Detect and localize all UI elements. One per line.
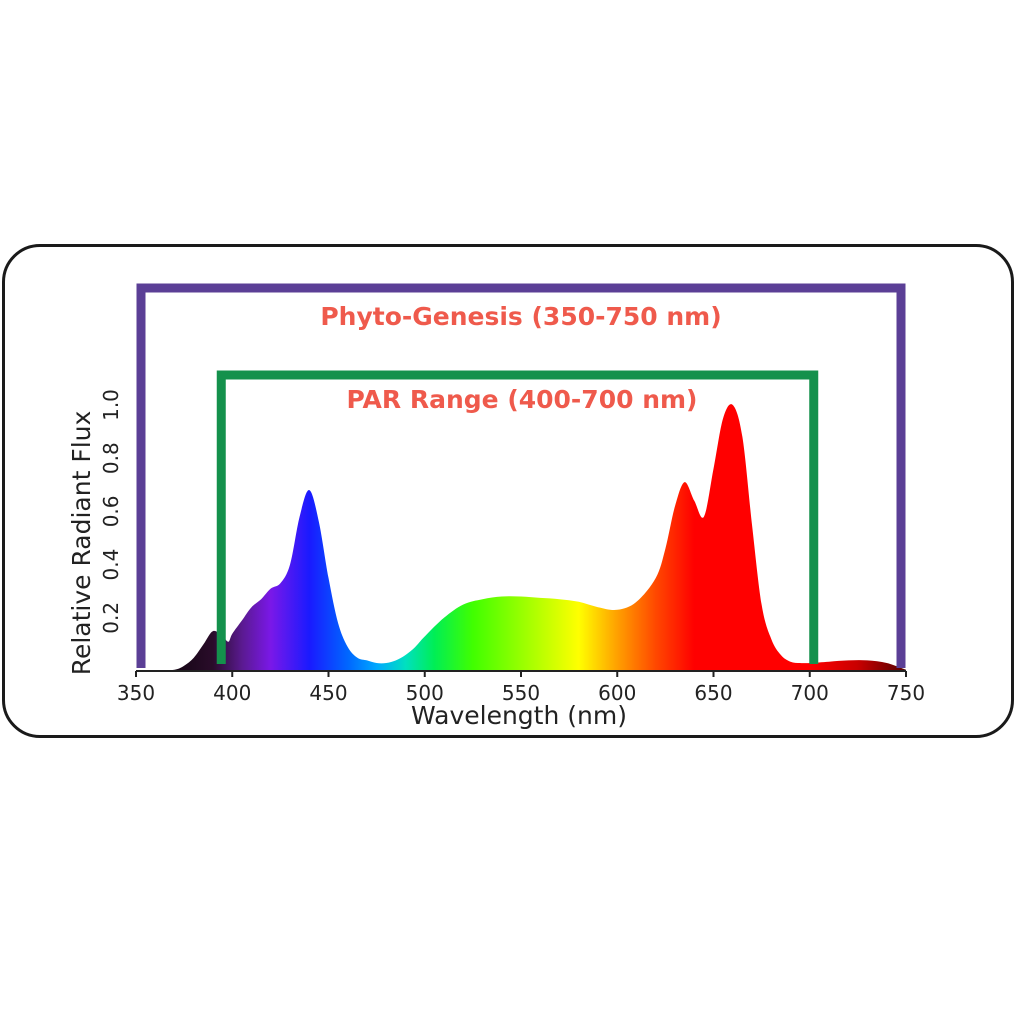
range-label-phyto-genesis: Phyto-Genesis (350-750 nm) <box>320 302 721 331</box>
y-tick-label: 0.6 <box>99 495 123 527</box>
range-label-par: PAR Range (400-700 nm) <box>347 385 698 414</box>
x-tick-label: 750 <box>887 681 925 705</box>
x-tick-label: 400 <box>213 681 251 705</box>
y-tick-label: 1.0 <box>99 389 123 421</box>
y-tick-label: 0.4 <box>99 549 123 581</box>
x-tick-label: 450 <box>309 681 347 705</box>
x-tick-label: 650 <box>694 681 732 705</box>
range-bracket-phyto-genesis <box>136 283 906 668</box>
y-axis-title: Relative Radiant Flux <box>67 411 96 676</box>
x-tick-label: 600 <box>598 681 636 705</box>
x-tick-label: 500 <box>406 681 444 705</box>
x-tick-label: 700 <box>791 681 829 705</box>
spectrum-area <box>136 404 906 671</box>
y-tick-label: 0.2 <box>99 602 123 634</box>
x-axis-title: Wavelength (nm) <box>411 701 627 730</box>
x-tick-label: 550 <box>502 681 540 705</box>
y-tick-label: 0.8 <box>99 442 123 474</box>
range-bracket-par <box>216 370 819 664</box>
x-tick-label: 350 <box>117 681 155 705</box>
